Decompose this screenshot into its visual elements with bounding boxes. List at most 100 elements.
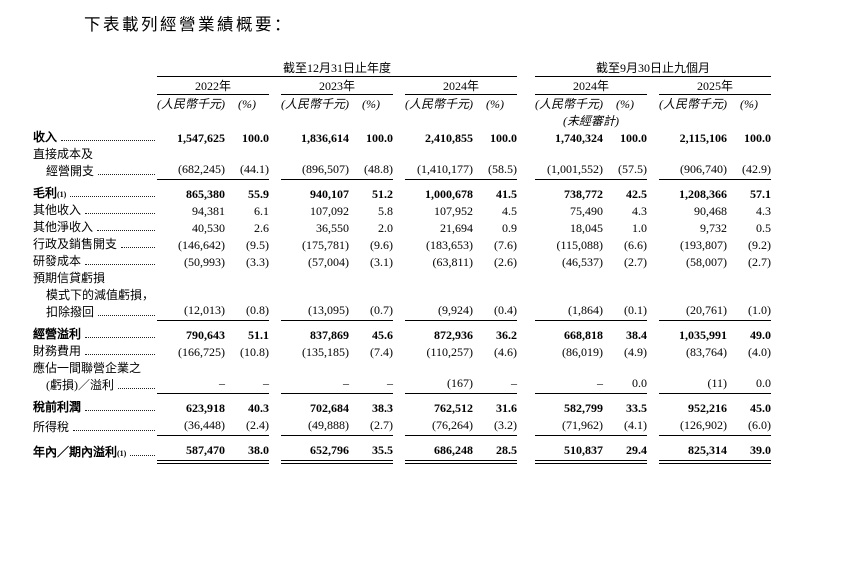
percent-cell: 6.1 [254,204,269,218]
percent-cell: 28.5 [473,436,517,464]
percent-cell: 2.6 [254,221,269,235]
amount-cell: 686,248 [405,436,473,464]
amount-cell: (86,019) [562,345,603,359]
row-label: 應佔一間聯營企業之 (虧損)／溢利 [33,360,157,394]
row-label: 直接成本及 經營開支 [33,146,157,180]
unit-header-row: (人民幣千元) (%) (人民幣千元) (%) (人民幣千元) (%) (人民幣… [33,95,771,113]
percent-cell: (7.6) [494,238,517,252]
dotted-leader [98,174,155,175]
amount-cell: (1,864) [535,270,603,321]
amount-cell: (193,807) [680,238,727,252]
amount-cell: (126,902) [659,416,727,436]
table-row: 稅前利潤 623,918 40.3 702,684 38.3 762,512 31.6 582… [33,394,771,416]
percent-cell: (2.7) [748,255,771,269]
unaudited-header-row: (未經審計) [33,112,771,129]
amount-cell: (167) [405,360,473,394]
amount-cell: (36,448) [157,416,225,436]
spacer-cell [269,219,281,236]
unit-label: (人民幣千元) [535,97,603,111]
amount-cell: 1,836,614 [301,131,349,145]
amount-cell: 762,512 [434,401,473,415]
amount-cell: 36,550 [316,221,349,235]
spacer-cell [647,236,659,253]
spacer-cell [647,253,659,270]
amount-cell: 21,694 [440,221,473,235]
percent-cell: (0.1) [603,270,647,321]
amount-cell: 872,936 [434,328,473,342]
amount-cell: – [281,360,349,394]
row-label: 預期信貸虧損 模式下的減值虧損， 扣除撥回 [33,271,155,319]
percent-cell: 4.3 [756,204,771,218]
amount-cell: (76,264) [405,416,473,436]
percent-cell: (1.0) [727,270,771,321]
amount-cell: (20,761) [659,270,727,321]
percent-cell: (3.1) [370,255,393,269]
spacer-cell [269,95,281,113]
table-row: 財務費用 (166,725) (10.8) (135,185) (7.4) (110,25… [33,343,771,360]
spacer-cell [517,343,535,360]
table-row: 經營溢利 790,643 51.1 837,869 45.6 872,936 36.2 668… [33,321,771,343]
percent-label: (%) [238,97,256,111]
dotted-leader [130,455,155,456]
dotted-leader [97,230,155,231]
percent-cell: (6.0) [727,416,771,436]
percent-cell: (4.1) [603,416,647,436]
amount-cell: (175,781) [302,238,349,252]
spacer-cell [393,129,405,146]
percent-cell: 100.0 [242,131,269,145]
percent-cell: (9.5) [246,238,269,252]
percent-cell: (4.0) [748,345,771,359]
percent-cell: 100.0 [620,131,647,145]
spacer-cell [517,236,535,253]
spacer-cell [393,219,405,236]
period-group-header-row: 截至12月31日止年度 截至9月30日止九個月 [33,59,771,77]
percent-cell: 45.0 [750,401,771,415]
amount-cell: 865,380 [186,187,225,201]
row-label: 所得稅 [33,416,157,436]
amount-cell: (135,185) [302,345,349,359]
unit-label: (人民幣千元) [157,97,225,111]
spacer-cell [269,180,281,202]
spacer-cell [33,59,157,77]
table-row: 應佔一間聯營企業之 (虧損)／溢利 – – – – (167) – –0.0 (11) 0.0 [33,360,771,394]
spacer-cell [157,112,269,129]
percent-cell: 55.9 [248,187,269,201]
percent-cell: 49.0 [750,328,771,342]
spacer-cell [517,77,535,95]
spacer-cell [393,236,405,253]
spacer-cell [269,343,281,360]
spacer-cell [517,253,535,270]
spacer-cell [393,180,405,202]
table-body: 收入 1,547,625 100.0 1,836,614 100.0 2,410,855 1… [33,129,771,464]
row-label: 收入 [33,129,157,146]
spacer-cell [269,77,281,95]
percent-label: (%) [362,97,380,111]
percent-cell: – [225,360,269,394]
row-label: 其他淨收入 [33,219,157,236]
percent-cell: (0.4) [473,270,517,321]
percent-cell: 57.1 [750,187,771,201]
year-header-9m2024: 2024年 [535,76,647,95]
percent-cell: 33.5 [626,401,647,415]
row-label: 經營溢利 [33,321,157,343]
spacer-cell [647,129,659,146]
dotted-leader [98,315,155,316]
percent-cell: (57.5) [603,146,647,180]
amount-cell: 18,045 [570,221,603,235]
spacer-cell [33,112,157,129]
spacer-cell [269,416,281,436]
percent-cell: (2.4) [225,416,269,436]
amount-cell: (11) [659,360,727,394]
unit-label: (人民幣千元) [281,97,349,111]
spacer-cell [393,77,405,95]
percent-cell: 38.4 [626,328,647,342]
percent-cell: (6.6) [624,238,647,252]
spacer-cell [647,146,659,180]
spacer-cell [517,394,535,416]
spacer-cell [269,112,281,129]
amount-cell: 94,381 [192,204,225,218]
spacer-cell [647,343,659,360]
dotted-leader [85,337,155,338]
percent-cell: – [349,360,393,394]
